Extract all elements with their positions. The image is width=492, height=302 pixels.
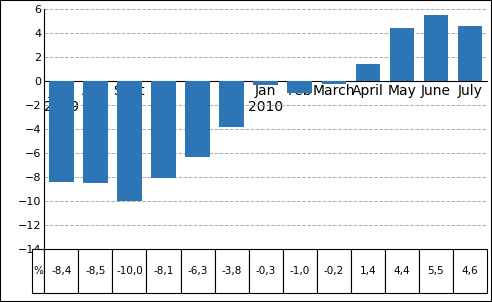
Bar xyxy=(356,64,380,81)
Bar xyxy=(185,81,210,157)
Bar xyxy=(424,15,448,81)
Bar xyxy=(151,81,176,178)
Bar xyxy=(117,81,142,201)
Bar xyxy=(83,81,108,183)
Bar xyxy=(49,81,74,182)
Bar xyxy=(253,81,278,85)
Bar xyxy=(458,26,482,81)
Bar xyxy=(322,81,346,84)
Bar xyxy=(390,28,414,81)
Bar xyxy=(287,81,312,93)
Bar xyxy=(219,81,244,127)
